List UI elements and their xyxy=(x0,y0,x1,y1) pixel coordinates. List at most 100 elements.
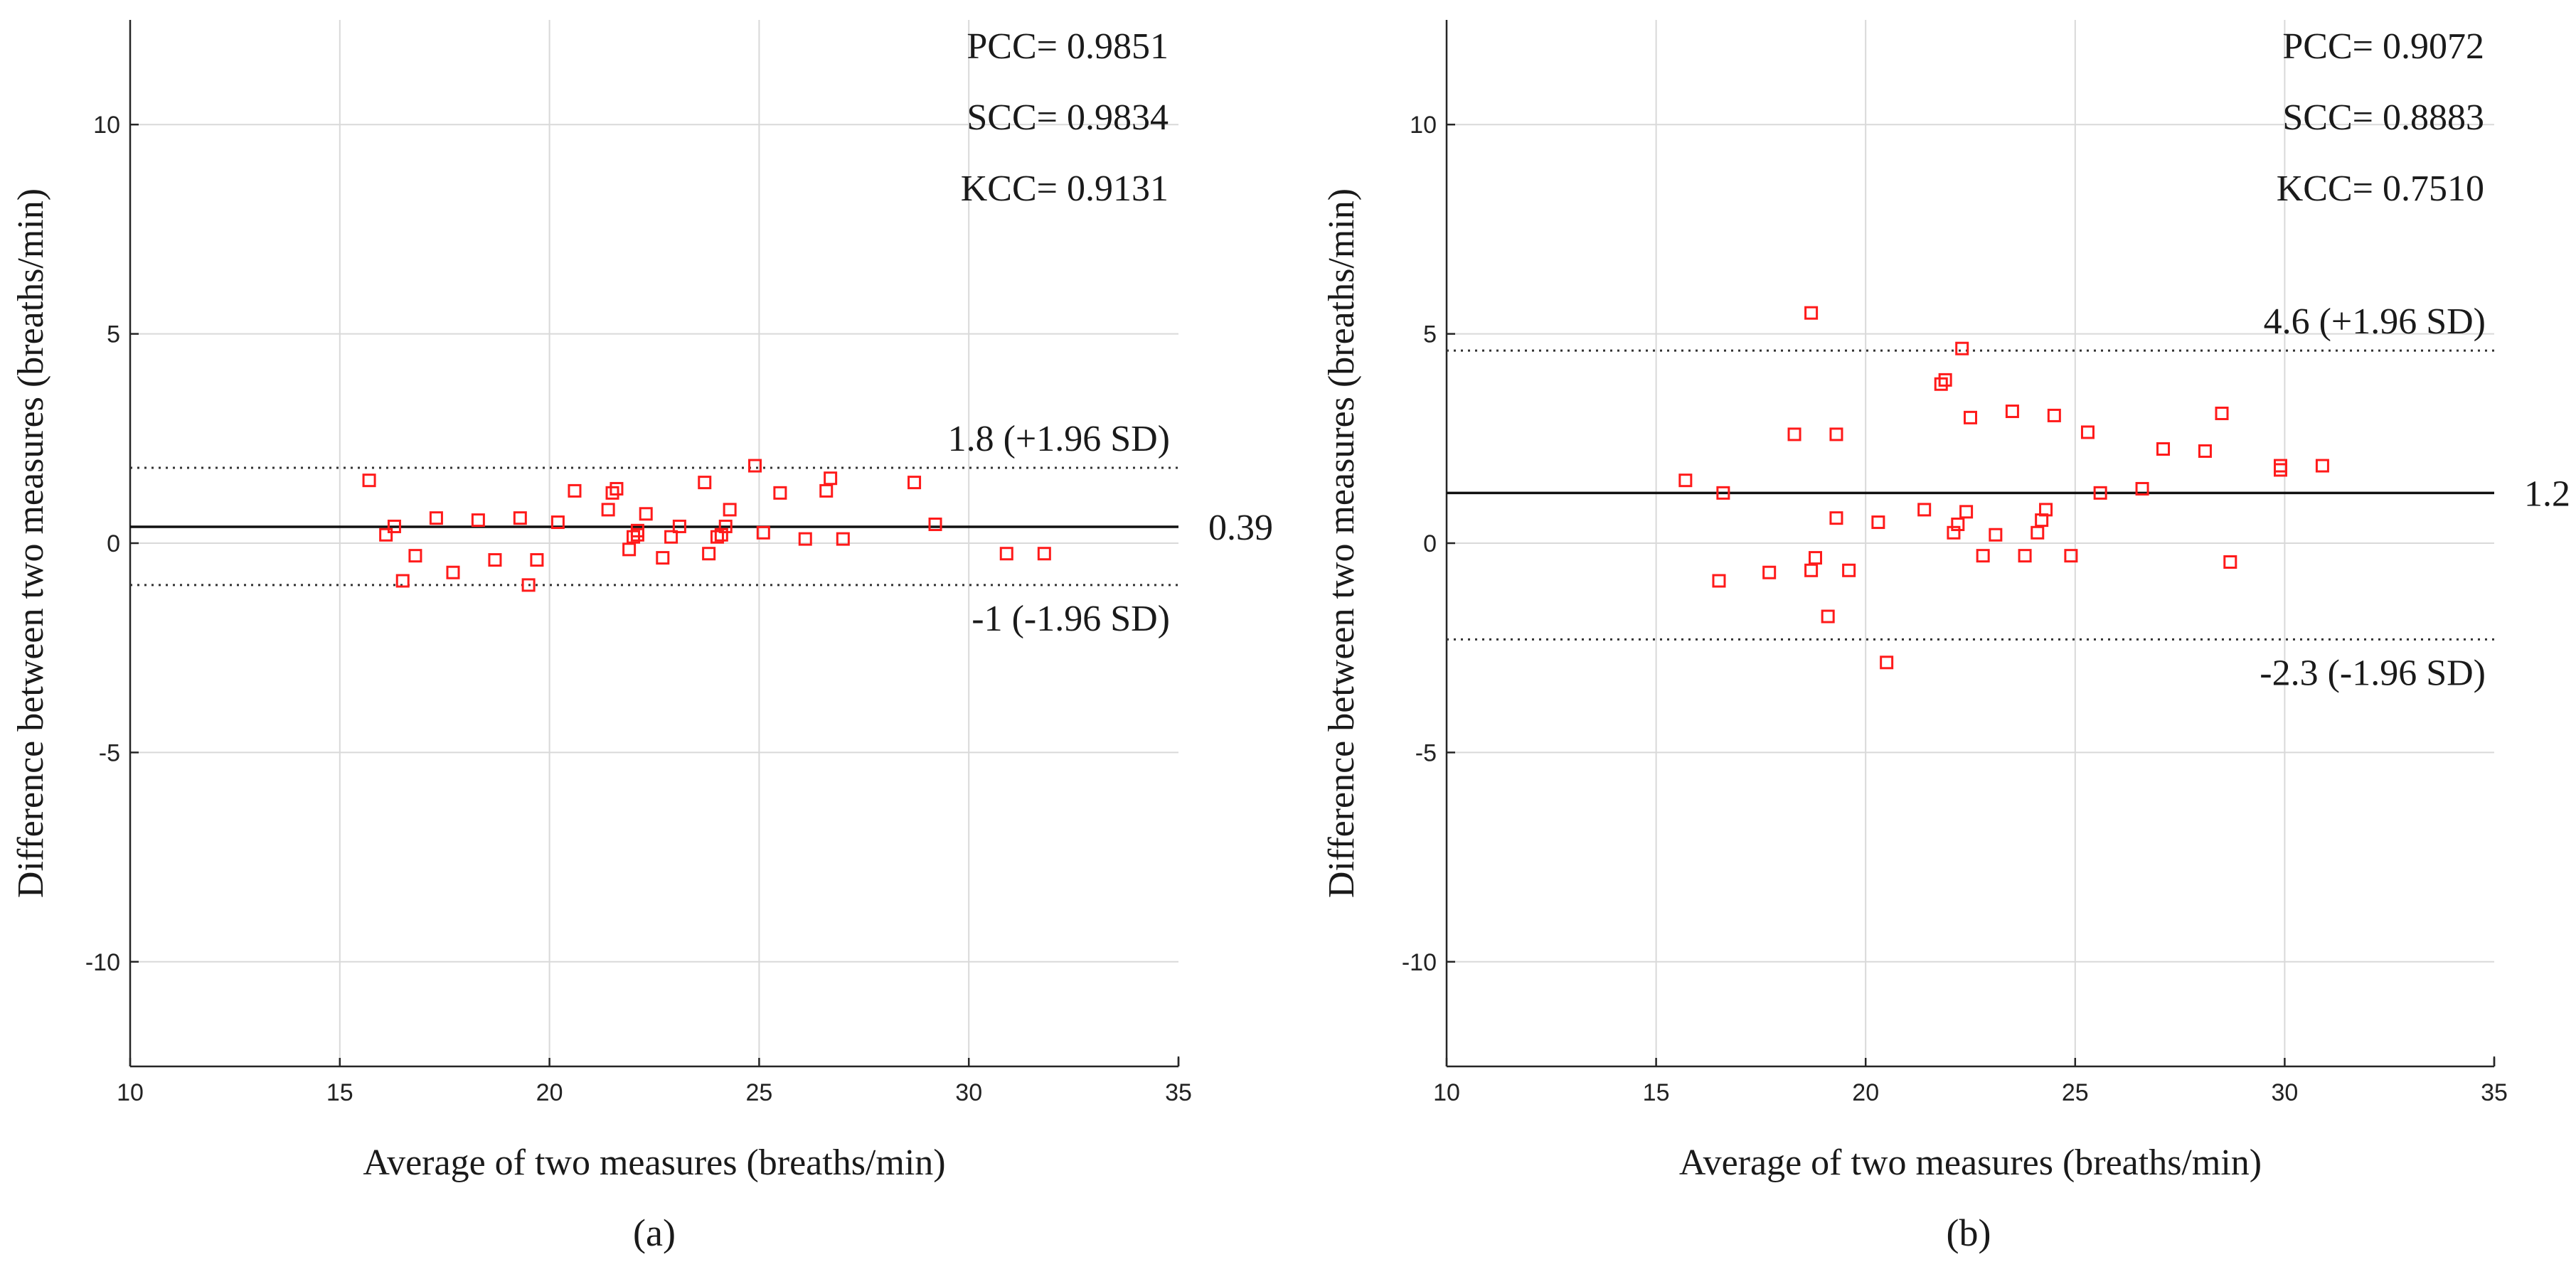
y-tick-label: 5 xyxy=(107,321,120,348)
y-tick-label: 0 xyxy=(107,530,120,557)
data-point xyxy=(1829,427,1843,442)
mean-label: 1.2 xyxy=(2524,473,2570,514)
y-tick-label: 10 xyxy=(1410,112,1437,139)
data-point xyxy=(1712,574,1726,588)
data-point xyxy=(1808,551,1822,565)
data-point xyxy=(819,483,834,498)
data-point xyxy=(601,503,615,517)
x-tick-label: 10 xyxy=(1433,1079,1460,1106)
data-point xyxy=(408,549,422,563)
data-point xyxy=(395,574,410,588)
data-point xyxy=(698,476,712,490)
data-point xyxy=(2223,555,2237,569)
data-point xyxy=(362,473,376,488)
data-point xyxy=(1976,549,1990,563)
y-tick-label: 0 xyxy=(1423,530,1437,557)
panel-b: 10 15 20 25 30 35 -10 -5 0 5 10 4.6 (+1.96 SD) -2.3 … xyxy=(1321,20,2570,1254)
data-point xyxy=(429,511,443,525)
data-point xyxy=(2039,503,2053,517)
data-point xyxy=(1880,655,1894,670)
data-point xyxy=(1938,373,1952,387)
data-point xyxy=(672,519,686,533)
data-point xyxy=(387,519,401,533)
data-point xyxy=(723,503,737,517)
y-tick-label: -5 xyxy=(1415,739,1437,766)
data-point xyxy=(530,553,544,567)
data-point xyxy=(1678,473,1693,488)
data-point xyxy=(1787,427,1801,442)
panel-a: 10 15 20 25 30 35 -10 -5 0 5 10 1.8 (+1.96 SD) -1 (-… xyxy=(11,20,1273,1254)
x-axis-title: Average of two measures (breaths/min) xyxy=(363,1142,945,1183)
panel-label: (a) xyxy=(633,1211,676,1254)
x-tick-label: 15 xyxy=(1643,1079,1670,1106)
x-tick-label: 15 xyxy=(326,1079,353,1106)
lower-limit-label: -1 (-1.96 SD) xyxy=(972,599,1170,639)
data-point xyxy=(999,547,1013,561)
data-point xyxy=(664,530,678,544)
data-point xyxy=(630,528,644,542)
data-point xyxy=(1917,503,1932,517)
stat-label: PCC= 0.9072 xyxy=(2282,26,2484,67)
data-point xyxy=(928,518,942,532)
data-point xyxy=(2135,481,2149,496)
data-point xyxy=(714,528,728,542)
data-point xyxy=(1934,377,1948,391)
x-tick-label: 20 xyxy=(536,1079,563,1106)
data-point xyxy=(1037,547,1051,561)
x-tick-label: 35 xyxy=(1165,1079,1192,1106)
data-point xyxy=(1821,609,1835,624)
data-point xyxy=(605,486,619,500)
data-point xyxy=(798,532,812,546)
data-point xyxy=(568,483,582,498)
data-point xyxy=(2156,442,2171,456)
data-point xyxy=(1959,505,1974,519)
data-point xyxy=(773,486,787,500)
data-point xyxy=(2018,549,2032,563)
y-tick-label: 5 xyxy=(1423,321,1437,348)
data-point xyxy=(756,525,770,540)
x-tick-label: 25 xyxy=(745,1079,772,1106)
data-point xyxy=(1804,306,1819,320)
data-point xyxy=(379,528,393,542)
y-tick-label: -10 xyxy=(85,949,120,976)
upper-limit-label: 4.6 (+1.96 SD) xyxy=(2264,301,2486,342)
data-point xyxy=(471,513,485,528)
stat-label: SCC= 0.8883 xyxy=(2282,97,2484,138)
data-point xyxy=(908,476,922,490)
y-tick-label: -10 xyxy=(1402,949,1437,976)
lower-limit-label: -2.3 (-1.96 SD) xyxy=(2260,653,2486,693)
data-point xyxy=(2080,425,2095,439)
data-point xyxy=(1951,518,1965,532)
data-point xyxy=(656,551,670,565)
panel-label: (b) xyxy=(1947,1211,1991,1254)
stat-label: SCC= 0.9834 xyxy=(967,97,1169,138)
y-axis-title: Difference between two measures (breaths… xyxy=(11,188,51,898)
y-tick-label: 10 xyxy=(93,112,120,139)
data-point xyxy=(2005,405,2019,419)
mean-label: 0.39 xyxy=(1208,508,1273,548)
data-point xyxy=(2198,444,2212,458)
data-point xyxy=(1871,515,1885,530)
data-point xyxy=(2047,408,2061,422)
data-point xyxy=(521,578,536,592)
data-point xyxy=(1955,341,1969,355)
data-point xyxy=(2215,406,2229,420)
data-point xyxy=(550,515,565,530)
data-point xyxy=(622,542,637,557)
data-point xyxy=(446,565,460,579)
data-point xyxy=(1762,565,1777,579)
x-tick-label: 10 xyxy=(117,1079,144,1106)
data-point xyxy=(1804,563,1819,577)
data-point xyxy=(2031,525,2045,540)
data-point xyxy=(836,532,850,546)
data-point xyxy=(1829,511,1843,525)
x-tick-label: 30 xyxy=(955,1079,982,1106)
data-point xyxy=(2274,463,2288,477)
data-point xyxy=(610,481,624,496)
data-point xyxy=(702,547,716,561)
data-point xyxy=(2315,459,2329,473)
data-point xyxy=(710,530,724,544)
data-point xyxy=(824,471,838,486)
y-tick-label: -5 xyxy=(99,739,120,766)
stat-label: KCC= 0.9131 xyxy=(961,168,1169,209)
